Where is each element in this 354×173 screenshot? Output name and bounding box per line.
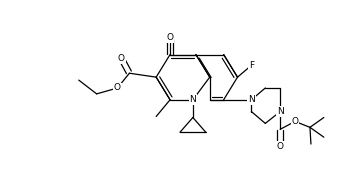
Text: O: O: [166, 33, 173, 42]
Text: O: O: [292, 117, 298, 126]
Text: O: O: [118, 54, 125, 63]
Text: O: O: [114, 84, 121, 93]
Text: F: F: [249, 61, 254, 70]
Text: O: O: [277, 142, 284, 151]
Text: N: N: [277, 107, 284, 116]
Text: N: N: [189, 95, 196, 104]
Text: N: N: [248, 95, 255, 104]
